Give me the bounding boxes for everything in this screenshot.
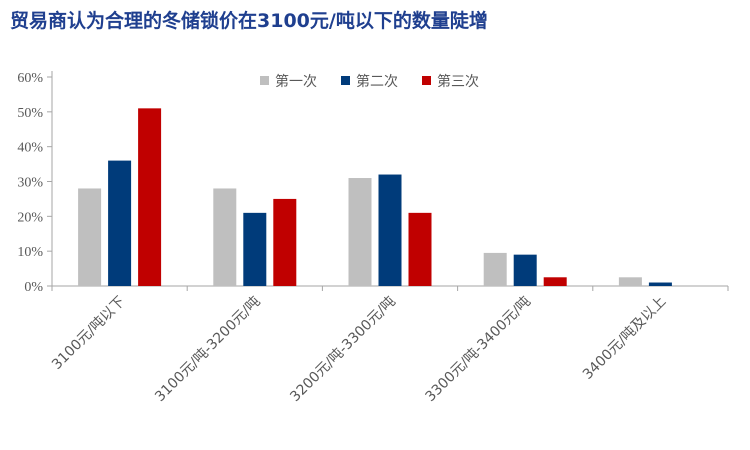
bar	[213, 188, 237, 286]
y-tick-label: 0%	[24, 280, 43, 295]
y-tick-label: 60%	[17, 71, 43, 86]
legend-swatch	[260, 76, 269, 85]
bar	[648, 282, 672, 286]
y-tick-label: 40%	[17, 141, 43, 156]
legend-label: 第一次	[275, 73, 317, 90]
y-tick-label: 50%	[17, 106, 43, 121]
bar	[138, 108, 162, 286]
x-tick-label: 3200元/吨-3300元/吨	[287, 294, 399, 406]
legend-label: 第三次	[437, 73, 479, 90]
y-tick-label: 30%	[17, 176, 43, 191]
chart-title: 贸易商认为合理的冬储锁价在3100元/吨以下的数量陡增	[10, 10, 488, 32]
bar	[378, 174, 402, 286]
y-tick-label: 10%	[17, 245, 43, 260]
x-tick-label: 3300元/吨-3400元/吨	[422, 294, 534, 406]
x-tick-label: 3100元/吨以下	[49, 294, 128, 373]
legend-swatch	[341, 76, 350, 85]
legend-swatch	[422, 76, 431, 85]
x-tick-label: 3100元/吨-3200元/吨	[152, 294, 264, 406]
y-tick-label: 20%	[17, 210, 43, 225]
bar	[513, 254, 537, 286]
bar	[408, 212, 432, 286]
bar	[543, 277, 567, 286]
bar	[273, 198, 297, 286]
bar	[348, 178, 372, 286]
bar	[243, 212, 267, 286]
legend-label: 第二次	[356, 73, 398, 90]
x-tick-label: 3400元/吨及以上	[580, 294, 669, 383]
bar	[78, 188, 102, 286]
bar	[108, 160, 132, 286]
bar	[618, 277, 642, 286]
bar	[483, 252, 507, 286]
